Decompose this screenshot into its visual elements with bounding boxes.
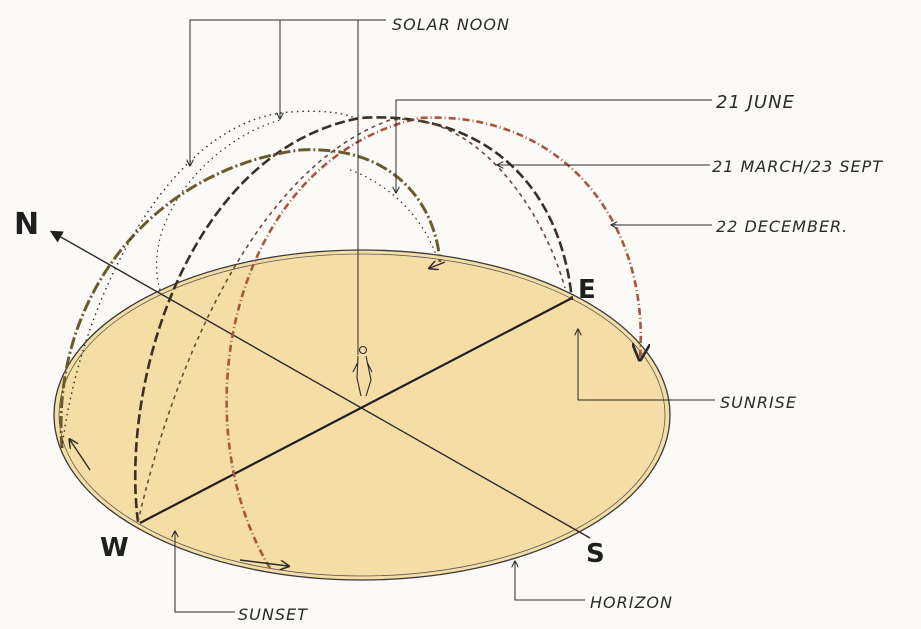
horizon-ring <box>58 253 666 577</box>
north-label: N <box>14 207 39 242</box>
june-sun-path-dotted <box>61 110 356 449</box>
observer-figure <box>352 345 373 397</box>
december-label: 22 DECEMBER. <box>716 217 848 236</box>
solar-noon-leader <box>190 19 386 165</box>
south-label: S <box>586 539 605 569</box>
june-outer-dotted <box>155 119 281 291</box>
june-inner-dotted <box>349 169 437 256</box>
horizon-leader <box>515 562 585 601</box>
west-label: W <box>100 533 129 563</box>
solar-noon-label: SOLAR NOON <box>392 15 510 34</box>
equinox-sun-path <box>134 116 574 523</box>
east-label: E <box>578 275 596 305</box>
sunrise-leader <box>578 330 715 401</box>
east-west-axis <box>139 297 573 524</box>
equinox-sun-path-inner <box>137 118 566 523</box>
sunset-leader <box>175 532 235 613</box>
june-sun-path <box>59 148 442 449</box>
sunrise-label: SUNRISE <box>720 393 797 412</box>
june-leader <box>396 99 712 192</box>
horizon-label: HORIZON <box>590 593 673 612</box>
ground-plane <box>53 249 671 581</box>
december-sunset-arrow <box>239 559 288 566</box>
sunset-label: SUNSET <box>238 605 308 624</box>
june-label: 21 JUNE <box>716 92 795 113</box>
march-sept-label: 21 MARCH/23 SEPT <box>712 157 883 176</box>
north-south-axis <box>49 230 591 539</box>
june-sunrise-arrow <box>430 262 446 268</box>
june-sunset-arrow <box>70 440 91 471</box>
